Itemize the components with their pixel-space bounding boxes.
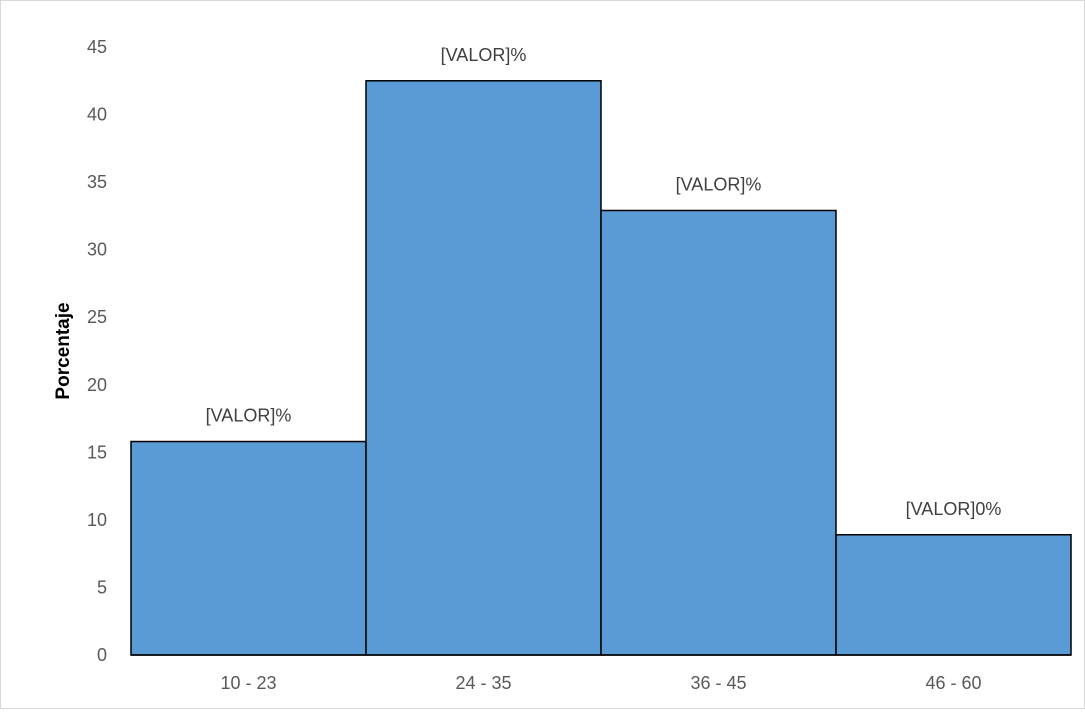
data-label: [VALOR]0% xyxy=(906,499,1002,519)
bar xyxy=(835,534,1072,656)
y-tick-label: 15 xyxy=(87,442,107,462)
x-tick-label: 24 - 35 xyxy=(455,673,511,693)
y-tick-label: 45 xyxy=(87,37,107,57)
y-axis-title: Porcentaje xyxy=(53,302,74,399)
x-tick-label: 10 - 23 xyxy=(220,673,276,693)
data-label: [VALOR]% xyxy=(206,406,292,426)
x-tick-label: 46 - 60 xyxy=(925,673,981,693)
x-tick-label: 36 - 45 xyxy=(690,673,746,693)
bar xyxy=(365,80,602,656)
y-tick-label: 35 xyxy=(87,172,107,192)
y-tick-label: 5 xyxy=(97,577,107,597)
y-tick-label: 10 xyxy=(87,510,107,530)
bar xyxy=(130,440,367,656)
y-axis-ticks: 0 5 10 15 20 25 30 35 40 45 xyxy=(87,37,107,665)
bar xyxy=(600,209,837,656)
data-label: [VALOR]% xyxy=(676,174,762,194)
data-labels-group: [VALOR]% [VALOR]% [VALOR]% [VALOR]0% xyxy=(206,45,1002,519)
data-label: [VALOR]% xyxy=(441,45,527,65)
y-tick-label: 30 xyxy=(87,240,107,260)
x-axis-ticks: 10 - 23 24 - 35 36 - 45 46 - 60 xyxy=(220,673,981,693)
y-tick-label: 20 xyxy=(87,375,107,395)
y-tick-label: 25 xyxy=(87,307,107,327)
bars-group xyxy=(130,80,1072,656)
y-tick-label: 40 xyxy=(87,105,107,125)
y-tick-label: 0 xyxy=(97,645,107,665)
